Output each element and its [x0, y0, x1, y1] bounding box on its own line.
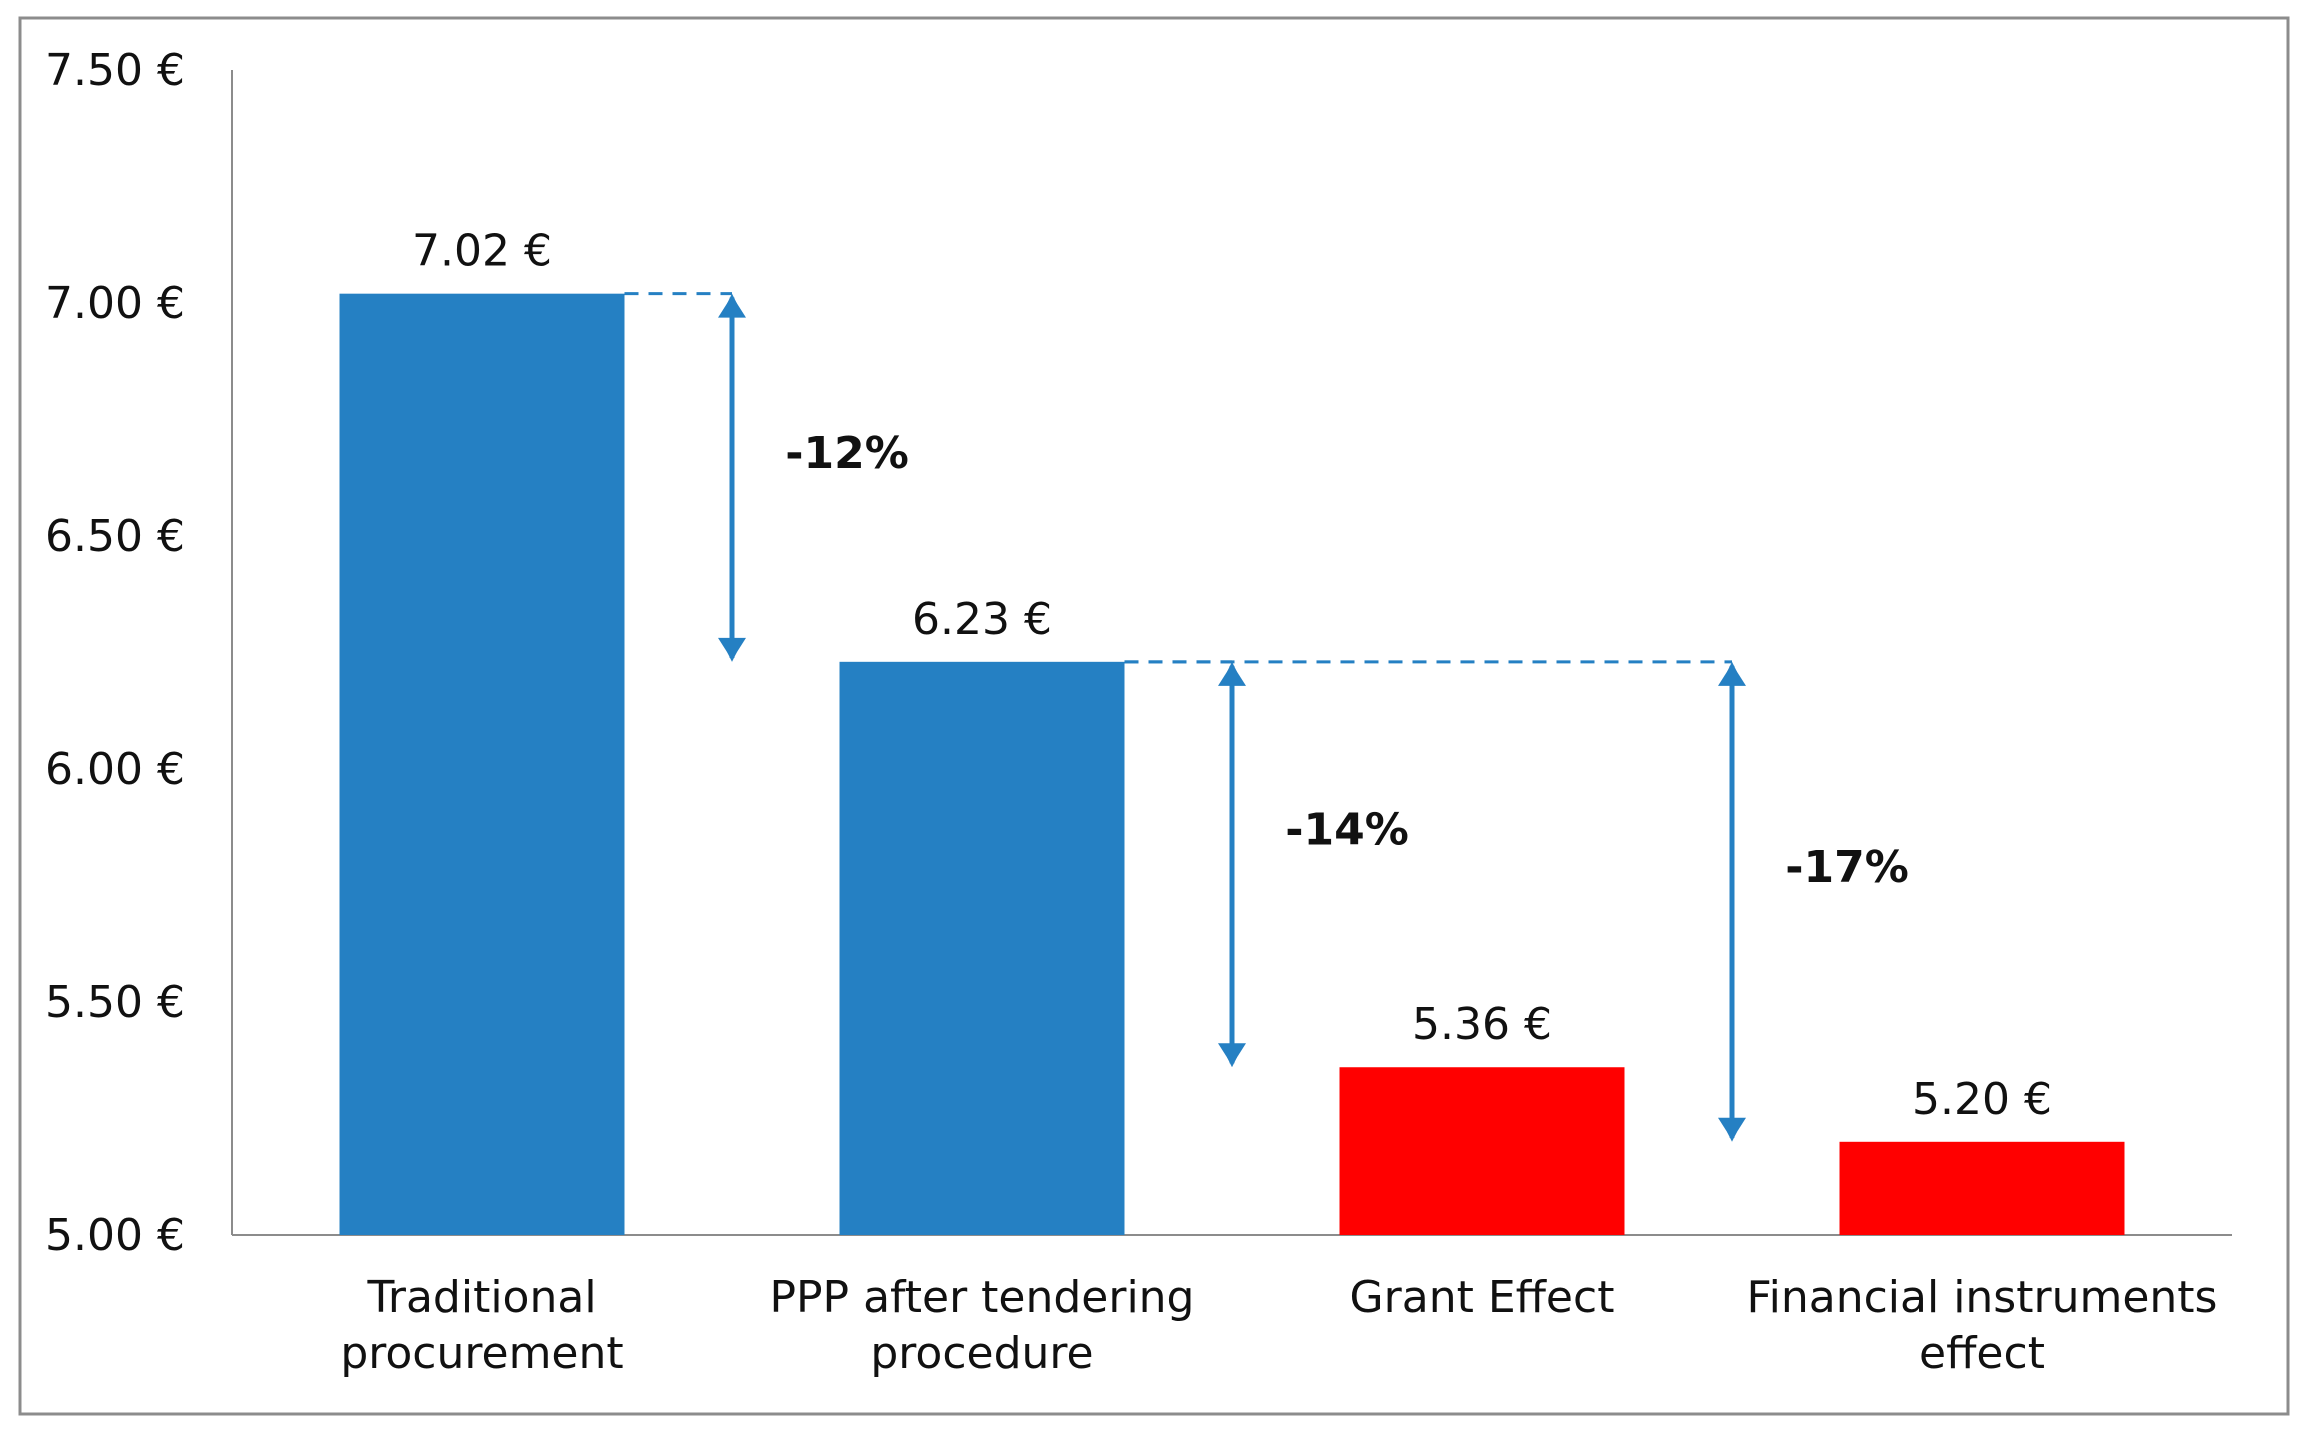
category-label: effect: [1919, 1328, 2045, 1379]
y-tick-label: 5.50 €: [45, 977, 185, 1028]
category-label: procurement: [340, 1328, 623, 1379]
category-label: procedure: [870, 1328, 1093, 1379]
y-tick-label: 5.00 €: [45, 1210, 185, 1261]
annotations: -12% -14% -17%: [624, 292, 1909, 1142]
y-tick-label: 7.00 €: [45, 278, 185, 329]
arrow-head: [718, 295, 746, 318]
bar: [1339, 1067, 1625, 1235]
data-label: 5.36 €: [1412, 999, 1552, 1050]
percent-change-label: -14%: [1285, 805, 1409, 856]
arrow-head: [1218, 1043, 1246, 1066]
data-label: 6.23 €: [912, 594, 1052, 645]
bar: [839, 661, 1125, 1235]
y-tick-label: 6.50 €: [45, 511, 185, 562]
y-axis: 5.00 € 5.50 € 6.00 € 6.50 € 7.00 € 7.50 €: [45, 45, 233, 1261]
percent-change-label: -17%: [1785, 842, 1909, 893]
data-label: 5.20 €: [1912, 1074, 2052, 1125]
y-tick-label: 7.50 €: [45, 45, 185, 96]
percent-change-label: -12%: [785, 428, 909, 479]
data-label: 7.02 €: [412, 226, 552, 277]
category-label: Financial instruments: [1747, 1272, 2218, 1323]
arrow-head: [718, 637, 746, 660]
bar: [1839, 1141, 2125, 1235]
y-tick-label: 6.00 €: [45, 744, 185, 795]
bar: [339, 293, 625, 1235]
arrow-head: [1718, 663, 1746, 686]
category-label: Traditional: [366, 1272, 596, 1323]
arrow-head: [1218, 663, 1246, 686]
category-label: PPP after tendering: [769, 1272, 1194, 1323]
category-label: Grant Effect: [1350, 1272, 1615, 1323]
arrow-head: [1718, 1117, 1746, 1140]
bars: 7.02 € 6.23 € 5.36 € 5.20 €: [339, 226, 2125, 1235]
